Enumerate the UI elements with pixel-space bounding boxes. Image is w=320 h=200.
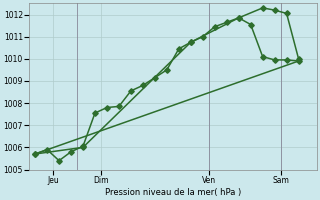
X-axis label: Pression niveau de la mer( hPa ): Pression niveau de la mer( hPa ) [105, 188, 241, 197]
